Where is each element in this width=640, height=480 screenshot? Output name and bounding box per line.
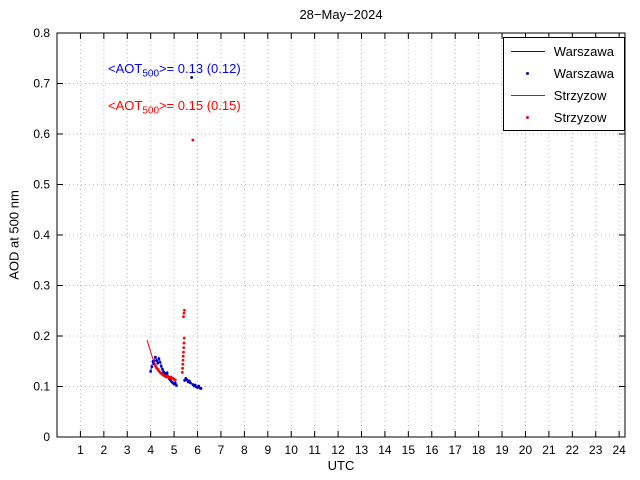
y-tick-label: 0.6: [33, 127, 50, 141]
annotation-strzyzow-mean: <AOT500>= 0.15 (0.15): [108, 98, 241, 117]
x-tick-label: 20: [519, 443, 533, 457]
legend-label: Warszawa: [553, 65, 614, 81]
x-tick-label: 16: [425, 443, 439, 457]
y-tick-label: 0: [43, 430, 50, 444]
y-axis-label: AOD at 500 nm: [6, 190, 22, 280]
y-tick-label: 0.2: [33, 329, 50, 343]
annotation-prefix: <AOT: [108, 98, 143, 113]
legend-sample: [510, 50, 546, 52]
x-tick-label: 7: [218, 443, 225, 457]
x-tick-label: 5: [171, 443, 178, 457]
annotation-prefix: <AOT: [108, 61, 143, 76]
legend-item-strzyzow-dots: Strzyzow: [510, 106, 614, 128]
y-tick-label: 0.4: [33, 228, 50, 242]
x-tick-label: 23: [589, 443, 603, 457]
x-tick-label: 1: [77, 443, 84, 457]
line-sample-icon: [510, 50, 545, 52]
x-tick-label: 17: [449, 443, 463, 457]
annotation-value: >= 0.13 (0.12): [159, 61, 241, 76]
legend-sample: [510, 71, 546, 75]
x-tick-label: 24: [612, 443, 626, 457]
dot-sample-icon: [526, 115, 530, 119]
dot-sample-icon: [526, 71, 530, 75]
x-tick-label: 22: [566, 443, 580, 457]
plot-border: [56, 32, 626, 438]
legend-item-warszawa-dots: Warszawa: [510, 62, 614, 84]
x-tick-label: 19: [495, 443, 509, 457]
y-tick-label: 0.7: [33, 77, 50, 91]
legend-sample: [510, 115, 546, 119]
legend-label: Warszawa: [553, 43, 614, 59]
series-3-dots: [153, 138, 195, 382]
x-tick-label: 11: [308, 443, 321, 457]
axis-ticks: 1 2 3 4 5 6 7 8 9 10 11 12 13 14 15 16 17 18 19 20 21 22 23 240…: [33, 26, 626, 457]
series-0-line: [150, 355, 177, 385]
y-tick-label: 0.3: [33, 279, 50, 293]
series-1-dots: [149, 76, 203, 390]
chart-title: 28−May−2024: [299, 7, 383, 22]
x-tick-label: 6: [194, 443, 201, 457]
line-sample-icon: [510, 94, 545, 96]
x-tick-label: 10: [285, 443, 299, 457]
legend-item-warszawa-line: Warszawa: [510, 40, 614, 62]
x-tick-label: 21: [542, 443, 556, 457]
x-tick-label: 8: [241, 443, 248, 457]
x-tick-label: 18: [472, 443, 486, 457]
x-tick-label: 4: [147, 443, 154, 457]
legend-label: Strzyzow: [553, 87, 607, 103]
y-tick-label: 0.1: [33, 380, 50, 394]
x-tick-label: 12: [331, 443, 345, 457]
annotation-warszawa-mean: <AOT500>= 0.13 (0.12): [108, 61, 241, 80]
x-tick-label: 15: [402, 443, 416, 457]
legend-item-strzyzow-line: Strzyzow: [510, 84, 614, 106]
x-tick-label: 9: [264, 443, 271, 457]
legend-sample: [510, 94, 546, 96]
annotation-subscript: 500: [142, 68, 160, 80]
x-tick-label: 3: [124, 443, 131, 457]
annotation-subscript: 500: [142, 105, 160, 117]
y-tick-label: 0.5: [33, 178, 50, 192]
y-tick-label: 0.8: [33, 26, 50, 40]
legend: Warszawa Warszawa Strzyzow Strzyzow: [502, 37, 625, 131]
annotation-value: >= 0.15 (0.15): [159, 98, 241, 113]
x-tick-label: 13: [355, 443, 369, 457]
legend-label: Strzyzow: [553, 109, 607, 125]
x-tick-label: 14: [378, 443, 392, 457]
x-axis-label: UTC: [327, 458, 355, 473]
x-tick-label: 2: [101, 443, 108, 457]
